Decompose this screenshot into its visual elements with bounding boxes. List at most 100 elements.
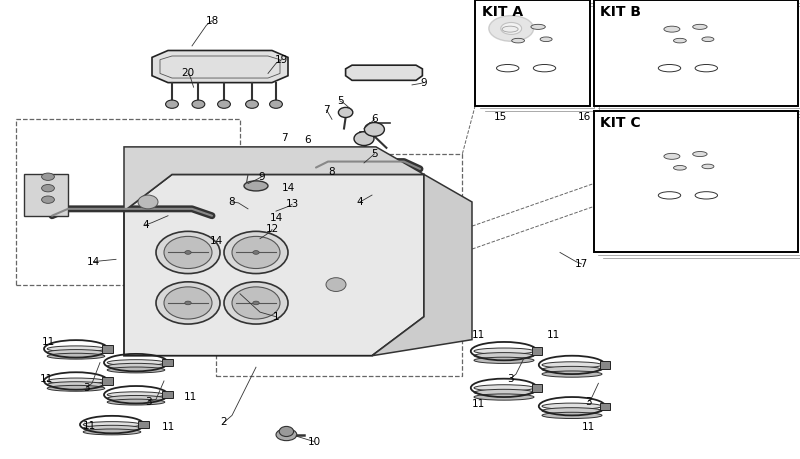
Ellipse shape — [693, 24, 707, 29]
Bar — [594, 111, 798, 252]
Text: 1: 1 — [273, 312, 279, 322]
Circle shape — [42, 196, 54, 203]
Ellipse shape — [474, 357, 534, 364]
Text: 11: 11 — [472, 399, 485, 409]
Text: 3: 3 — [585, 397, 591, 407]
Ellipse shape — [232, 236, 280, 269]
Ellipse shape — [246, 100, 258, 108]
Bar — [532, 347, 542, 355]
Ellipse shape — [326, 278, 346, 291]
Ellipse shape — [664, 153, 680, 159]
Ellipse shape — [47, 386, 105, 391]
Text: 2: 2 — [221, 417, 227, 427]
Bar — [532, 384, 542, 392]
Circle shape — [489, 16, 534, 41]
Text: 14: 14 — [87, 257, 100, 267]
Circle shape — [253, 251, 259, 254]
Ellipse shape — [502, 26, 518, 32]
Bar — [162, 391, 173, 398]
Ellipse shape — [244, 181, 268, 191]
Bar — [102, 345, 113, 353]
Ellipse shape — [540, 37, 552, 41]
Ellipse shape — [224, 282, 288, 324]
Ellipse shape — [702, 164, 714, 169]
Ellipse shape — [224, 231, 288, 274]
Polygon shape — [372, 174, 472, 356]
Ellipse shape — [107, 364, 165, 369]
Ellipse shape — [107, 396, 165, 401]
Ellipse shape — [512, 38, 525, 43]
Circle shape — [42, 173, 54, 180]
Circle shape — [253, 301, 259, 305]
Ellipse shape — [542, 362, 602, 368]
Text: KIT C: KIT C — [600, 116, 641, 130]
Ellipse shape — [542, 412, 602, 419]
Bar — [102, 377, 113, 385]
Ellipse shape — [47, 378, 105, 384]
Ellipse shape — [47, 353, 105, 359]
Text: 5: 5 — [337, 96, 343, 106]
Ellipse shape — [83, 422, 141, 427]
Text: spares
Republi
bike: spares Republi bike — [201, 147, 359, 293]
Ellipse shape — [531, 24, 546, 29]
Text: 3: 3 — [145, 397, 151, 407]
Ellipse shape — [354, 132, 374, 146]
Text: KIT A: KIT A — [482, 5, 522, 19]
Text: KIT B: KIT B — [600, 5, 641, 19]
Polygon shape — [152, 50, 288, 83]
Text: 13: 13 — [286, 199, 298, 209]
Text: 16: 16 — [578, 112, 590, 122]
Circle shape — [501, 22, 522, 34]
Ellipse shape — [47, 346, 105, 352]
Text: 11: 11 — [184, 392, 197, 402]
Ellipse shape — [166, 100, 178, 108]
Ellipse shape — [474, 394, 534, 400]
Text: 18: 18 — [206, 16, 218, 26]
Ellipse shape — [674, 38, 686, 43]
Text: 6: 6 — [305, 135, 311, 145]
Text: 3: 3 — [83, 383, 90, 393]
Bar — [138, 421, 149, 428]
Ellipse shape — [218, 100, 230, 108]
Ellipse shape — [164, 236, 212, 269]
Text: 9: 9 — [258, 172, 265, 182]
Polygon shape — [346, 65, 422, 80]
Text: 9: 9 — [421, 78, 427, 88]
Text: 7: 7 — [323, 105, 330, 115]
Text: 11: 11 — [582, 422, 594, 432]
Text: 11: 11 — [472, 330, 485, 340]
Text: 11: 11 — [547, 330, 560, 340]
Text: 4: 4 — [142, 220, 149, 230]
Text: 4: 4 — [357, 197, 363, 207]
Ellipse shape — [664, 26, 680, 32]
Bar — [162, 359, 173, 366]
Text: 8: 8 — [229, 197, 235, 207]
Ellipse shape — [47, 350, 105, 355]
Text: 3: 3 — [507, 374, 514, 384]
Ellipse shape — [156, 231, 220, 274]
Ellipse shape — [542, 408, 602, 414]
Text: 8: 8 — [329, 167, 335, 177]
Ellipse shape — [542, 366, 602, 373]
Circle shape — [276, 429, 297, 441]
Ellipse shape — [279, 426, 294, 437]
Text: 20: 20 — [182, 68, 194, 78]
Text: 11: 11 — [83, 421, 96, 431]
Ellipse shape — [365, 123, 385, 136]
Circle shape — [185, 301, 191, 305]
Circle shape — [42, 185, 54, 192]
Text: 14: 14 — [282, 183, 294, 193]
Ellipse shape — [107, 367, 165, 373]
Ellipse shape — [107, 360, 165, 365]
Ellipse shape — [83, 425, 141, 431]
Ellipse shape — [542, 403, 602, 409]
Ellipse shape — [474, 385, 534, 391]
Text: 19: 19 — [275, 55, 288, 65]
Ellipse shape — [474, 348, 534, 354]
Polygon shape — [124, 174, 424, 356]
Ellipse shape — [474, 389, 534, 396]
Text: 12: 12 — [266, 224, 278, 235]
Ellipse shape — [107, 392, 165, 397]
Circle shape — [185, 251, 191, 254]
Text: 11: 11 — [40, 374, 53, 384]
